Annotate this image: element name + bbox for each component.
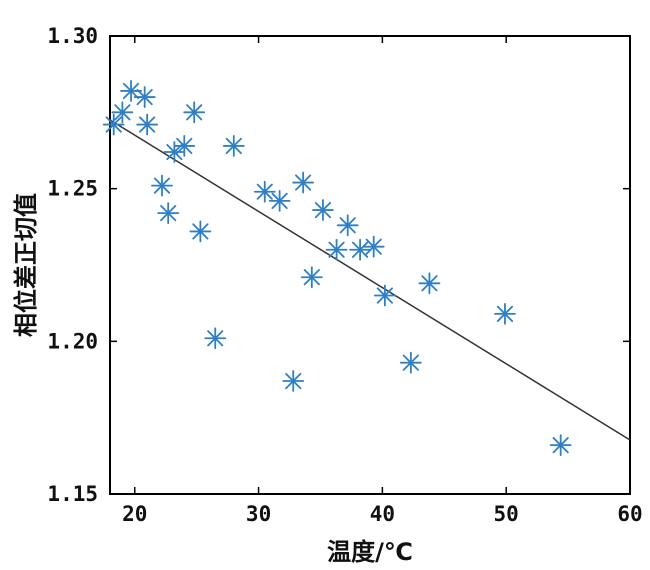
data-point — [102, 113, 125, 136]
y-tick-label: 1.20 — [47, 329, 98, 353]
data-point — [373, 284, 396, 307]
data-point — [336, 214, 359, 237]
data-point — [312, 199, 334, 221]
x-axis: 20 30 40 50 60 — [122, 36, 643, 526]
data-point — [325, 238, 348, 261]
data-point — [151, 174, 173, 197]
data-point — [157, 202, 180, 224]
x-tick-label: 20 — [122, 502, 147, 526]
data-point — [253, 180, 276, 203]
fit-line — [109, 119, 631, 441]
y-axis: 1.15 1.20 1.25 1.30 — [47, 24, 630, 506]
x-tick-label: 40 — [370, 502, 395, 526]
data-point — [222, 135, 245, 157]
data-point — [549, 434, 572, 457]
y-axis-title: 相位差正切值 — [12, 193, 40, 337]
x-axis-title: 温度/℃ — [327, 538, 413, 566]
x-tick-label: 60 — [617, 502, 642, 526]
data-point — [418, 272, 441, 295]
data-point — [292, 171, 315, 194]
data-point — [268, 189, 291, 212]
data-point — [136, 113, 159, 136]
data-point — [494, 302, 516, 325]
data-point — [189, 220, 212, 243]
fit-line-layer — [109, 119, 631, 441]
y-tick-label: 1.25 — [47, 177, 98, 201]
data-point — [282, 370, 305, 392]
x-tick-label: 50 — [494, 502, 519, 526]
data-point — [111, 101, 134, 124]
data-point — [173, 135, 196, 157]
data-point — [183, 101, 206, 124]
x-tick-label: 30 — [246, 502, 271, 526]
data-point — [133, 86, 156, 108]
data-point — [204, 327, 227, 350]
y-tick-label: 1.30 — [47, 24, 98, 48]
data-point — [362, 235, 385, 258]
data-point — [399, 351, 422, 374]
y-tick-label: 1.15 — [47, 482, 98, 506]
data-point — [300, 266, 323, 289]
plot-area — [109, 35, 631, 495]
data-points — [102, 80, 572, 457]
data-point — [349, 238, 371, 261]
